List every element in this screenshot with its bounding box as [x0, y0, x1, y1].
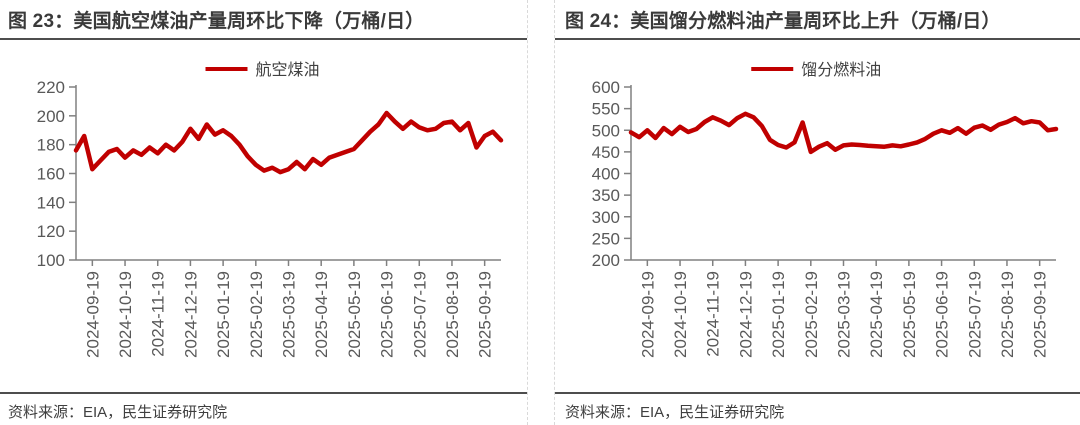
- x-tick-label: 2025-07-19: [965, 271, 984, 358]
- figure-23-panel: 图 23：美国航空煤油产量周环比下降（万桶/日） 航空煤油 220 200 180 16…: [0, 0, 527, 425]
- x-tick-label: 2025-07-19: [410, 271, 429, 358]
- y-tick-label: 500: [592, 121, 620, 140]
- x-tick-label: 2024-10-19: [671, 271, 690, 358]
- x-tick-label: 2024-09-19: [638, 271, 657, 358]
- x-tick-label: 2025-06-19: [378, 271, 397, 358]
- series-line: [73, 110, 504, 175]
- jet-fuel-line-chart: 航空煤油 220 200 180 160 140 120 100 2024-09-19 2024-…: [0, 40, 527, 392]
- x-tick-label: 2025-01-19: [769, 271, 788, 358]
- x-tick-label: 2025-04-19: [867, 271, 886, 358]
- x-tick-label: 2024-09-19: [83, 271, 102, 358]
- y-tick-label: 450: [592, 143, 620, 162]
- x-tick-label: 2025-05-19: [345, 271, 364, 358]
- y-tick-label: 200: [592, 251, 620, 270]
- x-tick-label: 2025-08-19: [443, 271, 462, 358]
- y-tick-label: 350: [592, 186, 620, 205]
- y-tick-label: 400: [592, 165, 620, 184]
- series-line: [628, 111, 1059, 155]
- y-tick-label: 600: [592, 78, 620, 97]
- x-tick-label: 2024-10-19: [116, 271, 135, 358]
- figure-24-source: 资料来源：EIA，民生证券研究院: [555, 392, 1080, 425]
- x-tick-label: 2025-05-19: [900, 271, 919, 358]
- figure-24-panel: 图 24：美国馏分燃料油产量周环比上升（万桶/日） 馏分燃料油 600 550 500…: [555, 0, 1080, 425]
- x-tick-label: 2025-04-19: [312, 271, 331, 358]
- figure-24-title: 图 24：美国馏分燃料油产量周环比上升（万桶/日）: [555, 0, 1080, 40]
- x-tick-label: 2024-12-19: [181, 271, 200, 358]
- y-tick-label: 250: [592, 229, 620, 248]
- y-tick-label: 300: [592, 208, 620, 227]
- column-separator: [527, 0, 555, 425]
- x-tick-label: 2025-01-19: [214, 271, 233, 358]
- x-tick-label: 2024-11-19: [149, 271, 168, 357]
- legend-label: 航空煤油: [256, 61, 320, 79]
- chart-svg: 馏分燃料油 600 550 500 450 400 350 300 250 200 2024-09-…: [592, 61, 1059, 358]
- y-tick-label: 120: [37, 222, 65, 241]
- x-tick-label: 2025-09-19: [1031, 271, 1050, 358]
- y-tick-label: 100: [37, 251, 65, 270]
- x-tick-label: 2024-12-19: [736, 271, 755, 358]
- y-tick-label: 160: [37, 165, 65, 184]
- x-tick-label: 2025-09-19: [476, 271, 495, 358]
- x-tick-label: 2025-02-19: [802, 271, 821, 358]
- x-tick-label: 2024-11-19: [704, 271, 723, 357]
- legend-label: 馏分燃料油: [801, 61, 881, 79]
- figure-23-source: 资料来源：EIA，民生证券研究院: [0, 392, 527, 425]
- y-tick-label: 550: [592, 100, 620, 119]
- figure-23-title: 图 23：美国航空煤油产量周环比下降（万桶/日）: [0, 0, 527, 40]
- y-tick-label: 180: [37, 136, 65, 155]
- y-tick-label: 220: [37, 78, 65, 97]
- x-tick-label: 2025-03-19: [835, 271, 854, 358]
- y-tick-label: 140: [37, 193, 65, 212]
- y-tick-label: 200: [37, 107, 65, 126]
- x-tick-label: 2025-02-19: [247, 271, 266, 358]
- chart-svg: 航空煤油 220 200 180 160 140 120 100 2024-09-19 2024-…: [37, 61, 504, 358]
- x-tick-label: 2025-03-19: [280, 271, 299, 358]
- x-tick-label: 2025-06-19: [933, 271, 952, 358]
- distillate-line-chart: 馏分燃料油 600 550 500 450 400 350 300 250 200 2024-09-…: [555, 40, 1080, 392]
- x-tick-label: 2025-08-19: [998, 271, 1017, 358]
